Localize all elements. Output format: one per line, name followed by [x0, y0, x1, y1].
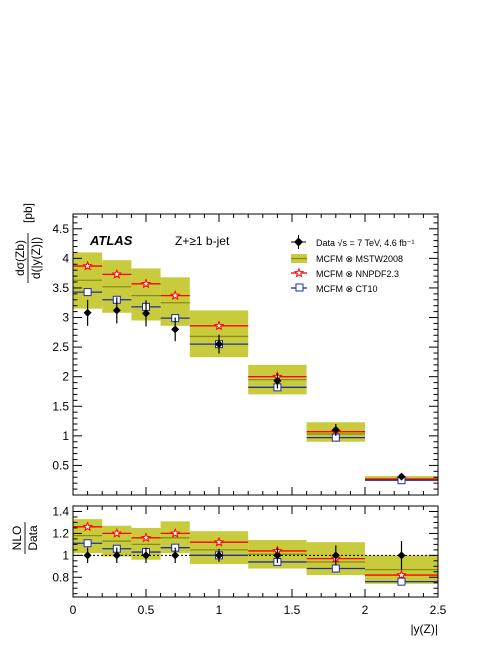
main-y-tick-label-0: 0.5 — [52, 458, 69, 472]
ratio-nnpdf-marker-4 — [213, 536, 225, 547]
main-ylabel-numerator: dσ(Zb) — [13, 240, 27, 276]
main-plot-marks — [73, 260, 438, 485]
legend-label-mstw: MCFM ⊗ MSTW2008 — [316, 254, 403, 264]
main-data-marker-4 — [215, 340, 223, 349]
ratio-data-marker-3 — [171, 551, 180, 560]
legend: Data √s = 7 TeV, 4.6 fb⁻¹ MCFM ⊗ MSTW200… — [291, 235, 415, 294]
ratio-data-marker-2 — [142, 551, 150, 560]
main-y-tick-label-8: 4.5 — [52, 222, 69, 236]
legend-entry-data: Data √s = 7 TeV, 4.6 fb⁻¹ — [291, 235, 415, 249]
main-data-marker-3 — [171, 325, 180, 334]
legend-data-marker — [294, 237, 303, 247]
ratio-plot-marks — [73, 521, 438, 586]
x-tick-label-2: 1 — [216, 603, 223, 617]
legend-label-data: Data √s = 7 TeV, 4.6 fb⁻¹ — [316, 238, 415, 248]
ratio-data-marker-7 — [397, 551, 406, 560]
ratio-nnpdf-marker-7 — [396, 569, 407, 580]
ratio-y-tick-label-1: 1 — [62, 548, 69, 562]
main-data-marker-0 — [83, 308, 92, 317]
ratio-y-axis-title: NLO Data — [10, 522, 40, 554]
selection-label: Z+≥1 b-jet — [175, 234, 230, 248]
main-y-tick-label-4: 2.5 — [52, 340, 69, 354]
ratio-ylabel-denominator: Data — [26, 525, 40, 551]
legend-entry-nnpdf: MCFM ⊗ NNPDF2.3 — [291, 267, 399, 279]
ratio-y-tick-label-3: 1.4 — [52, 504, 69, 518]
main-data-marker-5 — [273, 376, 282, 385]
legend-entry-mstw: MCFM ⊗ MSTW2008 — [291, 254, 403, 264]
ratio-frame — [72, 505, 439, 598]
ratio-data-marker-5 — [273, 551, 282, 560]
main-y-tick-label-1: 1 — [62, 429, 69, 443]
legend-label-ct10: MCFM ⊗ CT10 — [316, 284, 378, 294]
ratio-nnpdf-marker-3 — [169, 527, 181, 538]
x-axis-title: |y(Z)| — [410, 622, 438, 636]
main-nnpdf-marker-4 — [213, 320, 225, 331]
ratio-ct10-marker-7 — [397, 577, 406, 586]
x-tick-label-3: 1.5 — [284, 603, 301, 617]
axes — [72, 213, 439, 598]
main-y-tick-label-7: 4 — [62, 251, 69, 265]
ratio-ylabel-numerator: NLO — [10, 526, 24, 551]
main-frame — [72, 213, 439, 496]
main-data-marker-2 — [142, 309, 150, 318]
main-nnpdf-marker-0 — [82, 260, 93, 271]
ratio-ct10-marker-0 — [83, 539, 92, 548]
ratio-data-marker-0 — [83, 551, 92, 560]
main-nnpdf-marker-2 — [140, 278, 152, 289]
ratio-y-tick-label-2: 1.2 — [52, 526, 69, 540]
main-y-tick-label-2: 1.5 — [52, 399, 69, 413]
ratio-nnpdf-marker-1 — [111, 527, 123, 538]
tick-labels: 0 0.5 1 1.5 2 2.5 0.5 1 1.5 2 2.5 3 3.5 4 4.5 0.8 1 1.2 1.… — [52, 222, 446, 617]
main-data-marker-1 — [112, 306, 121, 315]
legend-label-nnpdf: MCFM ⊗ NNPDF2.3 — [316, 269, 399, 279]
main-ct10-marker-0 — [83, 288, 92, 297]
main-y-tick-label-3: 2 — [62, 370, 69, 384]
ratio-y-tick-label-0: 0.8 — [52, 570, 69, 584]
main-nnpdf-marker-1 — [111, 268, 123, 279]
main-data-marker-6 — [331, 425, 340, 434]
ratio-nnpdf-marker-0 — [82, 521, 93, 532]
main-ylabel-denominator: d(|y(Z)|) — [29, 237, 43, 279]
main-theory-bands — [73, 252, 438, 481]
x-tick-label-1: 0.5 — [138, 603, 155, 617]
legend-entry-ct10: MCFM ⊗ CT10 — [291, 283, 378, 294]
experiment-label: ATLAS — [89, 233, 133, 248]
x-tick-label-4: 2 — [362, 603, 369, 617]
main-y-axis-title: dσ(Zb) d(|y(Z)|) [pb] — [13, 203, 43, 283]
legend-nnpdf-marker — [293, 267, 305, 278]
ratio-data-marker-1 — [112, 551, 121, 560]
main-nnpdf-marker-3 — [169, 290, 181, 301]
ratio-nnpdf-marker-2 — [140, 532, 152, 543]
x-tick-label-5: 2.5 — [430, 603, 447, 617]
legend-ct10-marker — [295, 283, 304, 292]
main-y-tick-label-6: 3.5 — [52, 281, 69, 295]
ratio-data-marker-4 — [215, 551, 223, 560]
main-ylabel-unit: [pb] — [21, 203, 35, 223]
main-y-tick-label-5: 3 — [62, 311, 69, 325]
main-data-marker-7 — [397, 472, 406, 481]
x-tick-label-0: 0 — [70, 603, 77, 617]
ratio-data-marker-6 — [331, 551, 340, 560]
ratio-ct10-marker-6 — [331, 564, 340, 573]
